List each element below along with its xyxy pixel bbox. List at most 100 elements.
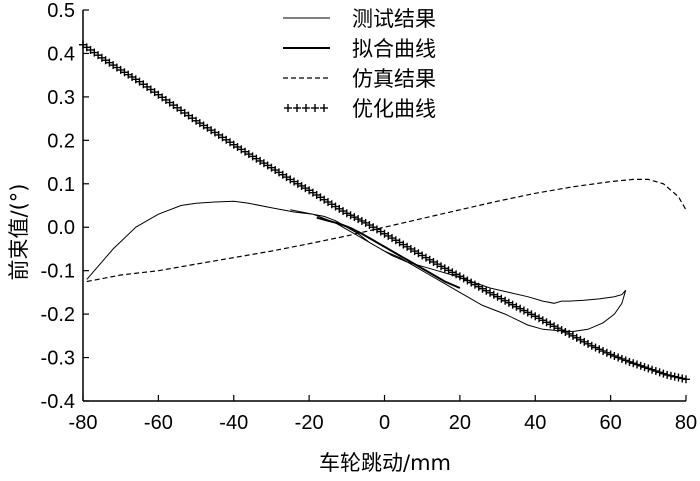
series-4-point xyxy=(644,364,653,373)
series-4-point xyxy=(655,368,664,377)
series-4-point xyxy=(508,300,517,309)
series-4-point xyxy=(459,274,468,283)
x-axis: -80 -60 -40 -20 0 20 40 60 80 xyxy=(69,395,697,434)
legend-marker xyxy=(320,104,328,112)
y-tick-label: -0.3 xyxy=(41,348,75,370)
y-tick-label: -0.2 xyxy=(41,304,75,326)
legend-label: 测试结果 xyxy=(352,7,436,31)
y-axis: -0.4 -0.3 -0.2 -0.1 0.0 0.1 0.2 0.3 0.4 0.5 xyxy=(41,0,89,413)
series-4-point xyxy=(636,361,645,370)
series-4-point xyxy=(659,369,668,378)
series-4-point xyxy=(516,304,525,313)
series-4-point xyxy=(595,345,604,354)
series-4-point xyxy=(591,343,600,352)
series-4-point xyxy=(651,367,660,376)
series-4-point xyxy=(614,353,623,362)
series-4-point xyxy=(557,326,566,335)
x-tick-label: -40 xyxy=(219,412,248,434)
y-tick-label: -0.4 xyxy=(41,391,75,413)
series-4-point xyxy=(617,354,626,363)
series-4-point xyxy=(599,347,608,356)
series-4-point xyxy=(633,360,642,369)
series-4-point xyxy=(572,333,581,342)
series-4-point xyxy=(602,348,611,357)
series-4-point xyxy=(666,371,675,380)
x-tick-label: -20 xyxy=(295,412,324,434)
series-4-point xyxy=(542,318,551,327)
series-4-point xyxy=(625,357,634,366)
legend-item: 仿真结果 xyxy=(283,67,436,91)
series-4-point xyxy=(504,298,513,307)
series-layer xyxy=(79,40,690,384)
x-tick-label: 80 xyxy=(675,412,697,434)
series-4-point xyxy=(538,316,547,325)
series-4-point xyxy=(512,302,521,311)
series-4-point xyxy=(448,268,457,277)
series-4-point xyxy=(493,292,502,301)
x-axis-title: 车轮跳动/mm xyxy=(319,451,451,475)
series-4-point xyxy=(568,331,577,340)
x-tick-label: 40 xyxy=(524,412,546,434)
series-4-point xyxy=(527,310,536,319)
x-tick-label: 20 xyxy=(449,412,471,434)
series-4-point xyxy=(565,329,574,338)
series-4-point xyxy=(561,328,570,337)
series-4-point xyxy=(440,264,449,273)
legend-marker xyxy=(293,104,301,112)
legend-label: 拟合曲线 xyxy=(352,37,436,61)
series-4-point xyxy=(606,350,615,359)
series-4-point xyxy=(640,363,649,372)
series-4-point xyxy=(584,339,593,348)
y-tick-label: 0.5 xyxy=(47,0,75,22)
series-4-point xyxy=(342,209,351,218)
series-4-point xyxy=(519,306,528,315)
series-4-point xyxy=(587,341,596,350)
x-tick-label: 60 xyxy=(600,412,622,434)
series-4-point xyxy=(455,272,464,281)
series-4-point xyxy=(670,372,679,381)
series-4-point xyxy=(580,337,589,346)
series-4-point xyxy=(663,370,672,379)
series-4-point xyxy=(489,290,498,299)
series-2-line xyxy=(316,216,461,289)
series-4-point xyxy=(474,282,483,291)
series-4-point xyxy=(621,356,630,365)
y-tick-label: -0.1 xyxy=(41,261,75,283)
series-4-point xyxy=(463,276,472,285)
series-4-point xyxy=(346,211,355,220)
x-tick-label: -60 xyxy=(144,412,173,434)
series-4-point xyxy=(678,374,687,383)
series-4-point xyxy=(501,296,510,305)
legend-label: 优化曲线 xyxy=(352,97,436,121)
legend-marker xyxy=(284,104,292,112)
series-4-point xyxy=(523,308,532,317)
legend-label: 仿真结果 xyxy=(352,67,436,91)
y-axis-title: 前束值/(°) xyxy=(7,184,31,281)
y-tick-label: 0.3 xyxy=(47,87,75,109)
series-3-line xyxy=(86,178,687,283)
legend-item: 优化曲线 xyxy=(284,97,436,121)
series-4-point xyxy=(629,359,638,368)
series-4-point xyxy=(357,216,366,225)
x-tick-label: -80 xyxy=(69,412,98,434)
series-4-point xyxy=(350,213,359,222)
series-4-point xyxy=(467,278,476,287)
legend-item: 拟合曲线 xyxy=(283,37,436,61)
legend-marker xyxy=(302,104,310,112)
y-tick-label: 0.0 xyxy=(47,217,75,239)
series-4-markers xyxy=(79,40,690,384)
series-4-point xyxy=(550,322,559,331)
series-4-point xyxy=(497,294,506,303)
x-tick-label: 0 xyxy=(379,412,390,434)
y-tick-label: 0.4 xyxy=(47,43,75,65)
series-4-point xyxy=(648,365,657,374)
y-tick-label: 0.1 xyxy=(47,174,75,196)
series-4-point xyxy=(610,351,619,360)
series-4-point xyxy=(682,375,690,384)
legend-marker xyxy=(311,104,319,112)
series-4-point xyxy=(535,314,544,323)
series-4-point xyxy=(531,312,540,321)
series-1-line xyxy=(86,200,627,333)
y-tick-label: 0.2 xyxy=(47,130,75,152)
